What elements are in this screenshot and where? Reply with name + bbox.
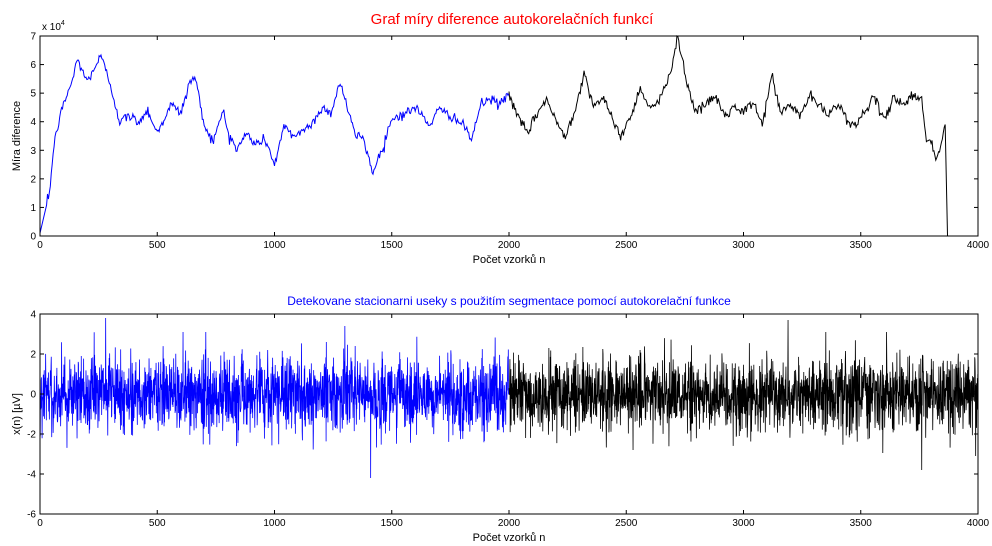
chart-top-exponent: x 104	[42, 20, 65, 33]
chart-top-series-group	[39, 35, 949, 237]
chart-bottom-xlabel: Počet vzorků n	[473, 532, 546, 544]
chart-top-xtick-label: 4000	[967, 240, 990, 251]
chart-top-xtick-label: 500	[149, 240, 166, 251]
chart-bottom: Detekovane stacionarni useky s použitím …	[11, 294, 990, 544]
chart-bottom-xtick-label: 1500	[381, 518, 404, 529]
chart-bottom-ytick-label: 0	[30, 390, 36, 401]
chart-top-ytick-label: 4	[30, 117, 36, 128]
chart-bottom-xtick-label: 3000	[732, 518, 755, 529]
chart-bottom-segment-1-line	[39, 317, 510, 479]
chart-top-exponent-base: x 10	[42, 22, 61, 33]
chart-top-ytick-label: 5	[30, 89, 36, 100]
chart-top-ytick-label: 6	[30, 60, 36, 71]
chart-bottom-series-group	[39, 317, 979, 479]
chart-bottom-ytick-label: 4	[30, 310, 36, 321]
chart-top-ytick-label: 7	[30, 32, 36, 43]
chart-top-exponent-power: 4	[61, 20, 65, 27]
chart-top-xtick-label: 1000	[263, 240, 286, 251]
chart-bottom-ytick-label: -6	[27, 510, 36, 521]
chart-top-ytick-label: 2	[30, 174, 36, 185]
chart-top-ylabel: Míra diference	[11, 101, 23, 171]
chart-top-xtick-label: 1500	[381, 240, 404, 251]
chart-bottom-ylabel: x(n) [µV]	[11, 393, 23, 435]
chart-bottom-ytick-label: -2	[27, 430, 36, 441]
chart-bottom-segment-2-line	[508, 319, 979, 471]
chart-top-xtick-label: 3500	[850, 240, 873, 251]
chart-top-xlabel: Počet vzorků n	[473, 254, 546, 266]
chart-bottom-title: Detekovane stacionarni useky s použitím …	[287, 294, 731, 308]
chart-bottom-xtick-label: 2000	[498, 518, 521, 529]
chart-top-xtick-label: 2500	[615, 240, 638, 251]
chart-top-xtick-label: 3000	[732, 240, 755, 251]
chart-top-ytick-label: 3	[30, 146, 36, 157]
chart-top-ticks: 0 500 1000 1500 2000 2500 3000 3500 4000 0 1 2 3 4 5 6 7	[30, 32, 989, 252]
chart-bottom-ticks: 0 500 1000 1500 2000 2500 3000 3500 4000 -6 -4 -2 0 2…	[27, 310, 989, 530]
chart-top-ytick-label: 1	[30, 203, 36, 214]
chart-top-xtick-label: 0	[37, 240, 43, 251]
chart-top-title: Graf míry diference autokorelačních funk…	[371, 11, 654, 28]
chart-top-series-2-line	[508, 35, 949, 237]
chart-bottom-xtick-label: 1000	[263, 518, 286, 529]
chart-bottom-ytick-label: 2	[30, 350, 36, 361]
chart-top-xtick-label: 2000	[498, 240, 521, 251]
chart-bottom-xtick-label: 0	[37, 518, 43, 529]
chart-top-ytick-label: 0	[30, 232, 36, 243]
chart-bottom-xtick-label: 3500	[850, 518, 873, 529]
chart-top: Graf míry diference autokorelačních funk…	[11, 11, 990, 266]
chart-top-series-1-line	[39, 53, 510, 234]
chart-bottom-xtick-label: 4000	[967, 518, 990, 529]
chart-bottom-ytick-label: -4	[27, 470, 36, 481]
chart-bottom-xtick-label: 2500	[615, 518, 638, 529]
chart-bottom-xtick-label: 500	[149, 518, 166, 529]
